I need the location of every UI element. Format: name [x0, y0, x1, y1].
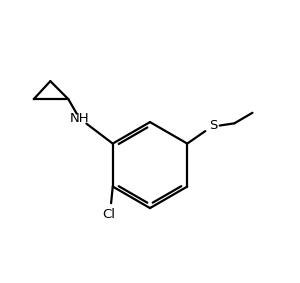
Text: Cl: Cl — [102, 208, 115, 221]
Text: NH: NH — [70, 112, 89, 125]
Text: S: S — [209, 119, 218, 132]
